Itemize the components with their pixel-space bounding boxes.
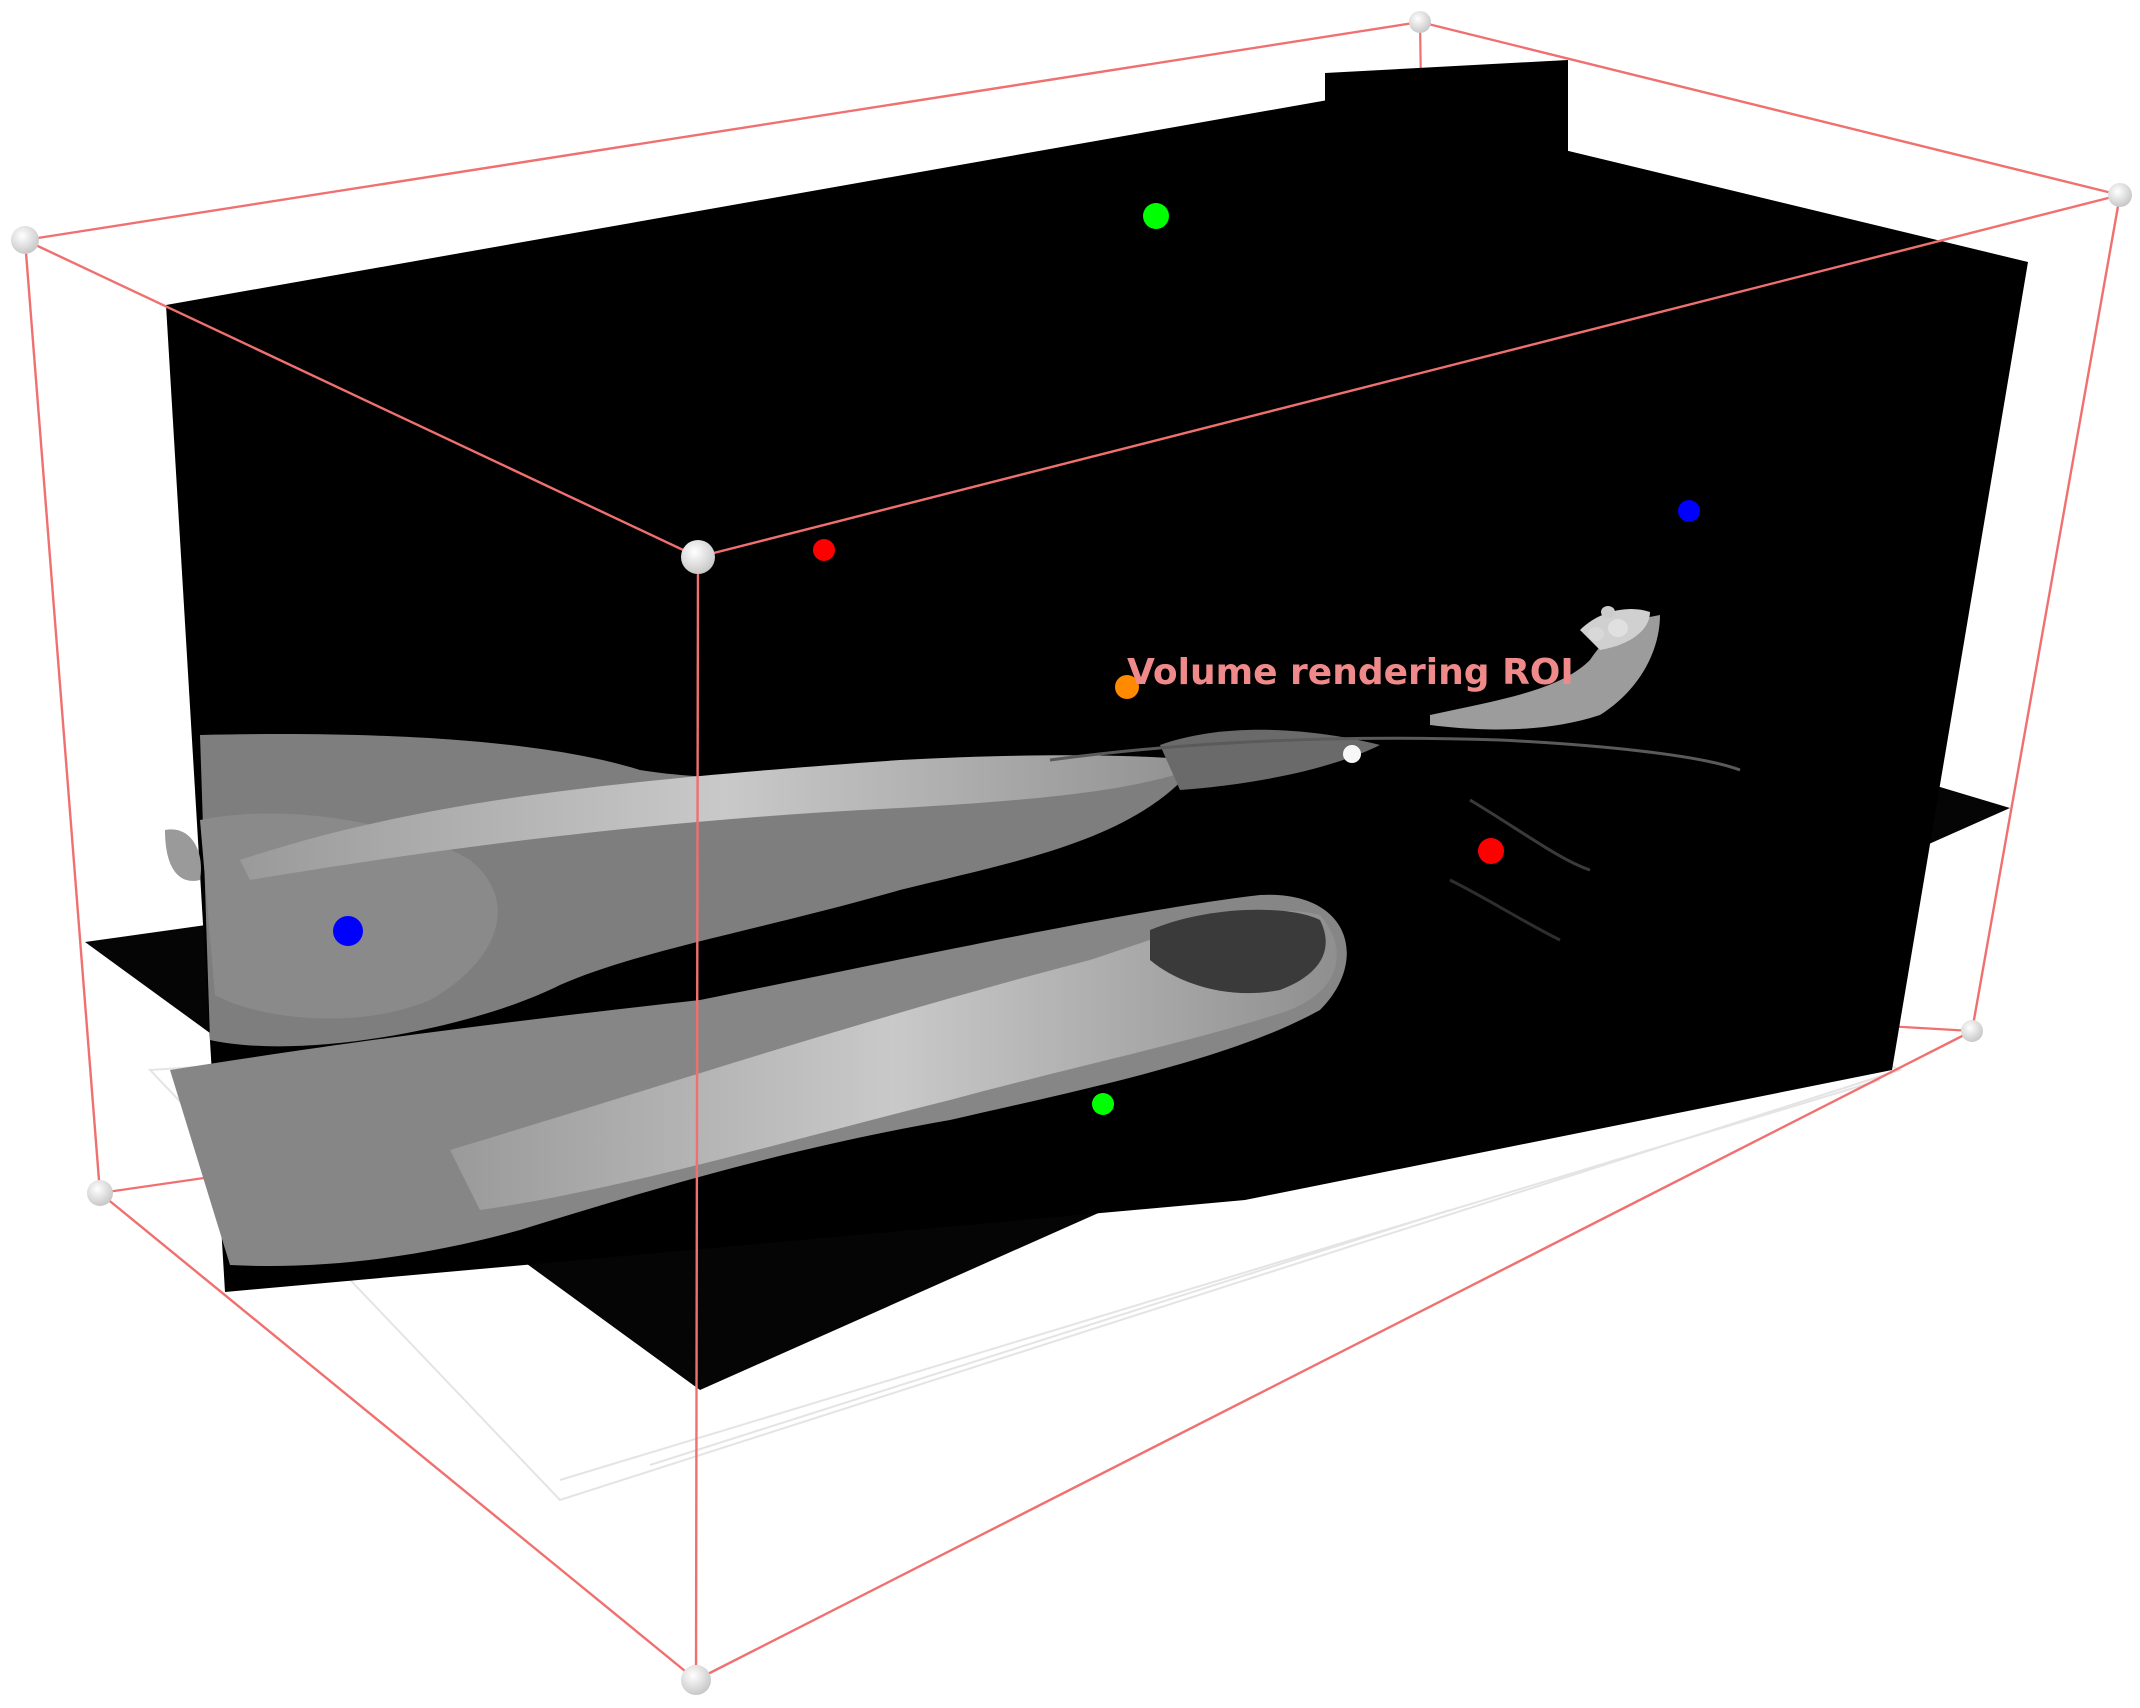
ct-image xyxy=(165,606,1741,1266)
roi-corner-handle[interactable] xyxy=(11,226,39,254)
roi-corner-handles[interactable] xyxy=(11,11,2132,1695)
roi-corner-handle[interactable] xyxy=(2108,183,2132,207)
roi-corner-handle[interactable] xyxy=(1409,11,1431,33)
roi-face-handle-y-bottom[interactable] xyxy=(1092,1093,1114,1115)
roi-corner-handle[interactable] xyxy=(681,1665,711,1695)
roi-box[interactable] xyxy=(23,20,2122,1682)
roi-face-handle-y-top[interactable] xyxy=(1143,203,1169,229)
roi-label: Volume rendering ROI xyxy=(1127,652,1574,693)
roi-center-handle[interactable] xyxy=(1343,745,1361,763)
roi-face-handle-z-right[interactable] xyxy=(1678,500,1700,522)
roi-label-handle[interactable] xyxy=(1115,675,1139,699)
roi-face-handle-x-front[interactable] xyxy=(813,539,835,561)
roi-face-handle-x-back[interactable] xyxy=(1478,838,1504,864)
roi-corner-handle[interactable] xyxy=(681,540,715,574)
coronal-slice-plane xyxy=(165,97,2028,1292)
roi-corner-handle[interactable] xyxy=(87,1180,113,1206)
roi-face-handles[interactable] xyxy=(333,203,1700,1115)
roi-corner-handle[interactable] xyxy=(1961,1020,1983,1042)
roi-face-handle-z-left[interactable] xyxy=(333,916,363,946)
